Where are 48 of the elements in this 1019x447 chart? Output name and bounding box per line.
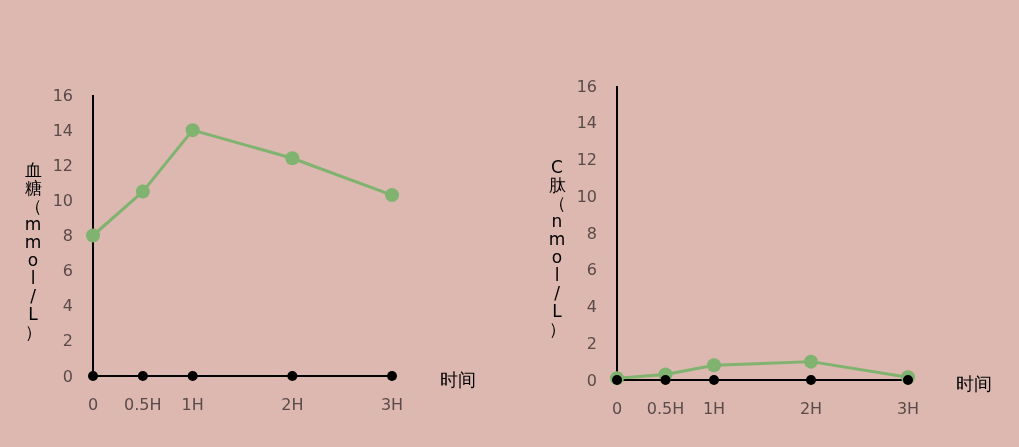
y-tick-label: 8 — [586, 223, 597, 243]
point — [285, 151, 300, 166]
x-axis-title: 时间 — [956, 373, 992, 394]
point — [187, 371, 198, 381]
x-tick-label: 0 — [87, 395, 99, 414]
y-tick-label: 2 — [62, 331, 73, 351]
text: C肽（nmol/L） — [548, 157, 566, 339]
y-tick-label: 4 — [62, 296, 73, 316]
x-tick-label: 0.5H — [646, 399, 685, 418]
text: 血糖（mmol/L） — [24, 159, 42, 342]
point — [804, 354, 818, 369]
y-tick-label: 12 — [576, 150, 597, 169]
point — [88, 371, 98, 381]
y-tick-label: 8 — [62, 226, 73, 245]
x-tick-label: 2H — [281, 395, 304, 414]
y-tick-label: 14 — [52, 120, 73, 140]
x-tick-label: 1H — [702, 399, 726, 418]
point — [185, 123, 200, 138]
point — [707, 358, 721, 373]
point — [135, 184, 150, 199]
point — [903, 375, 913, 385]
x-tick-label: 3H — [380, 395, 404, 414]
y-tick-label: 2 — [586, 333, 597, 353]
point — [660, 375, 671, 385]
y-tick-label: 10 — [576, 186, 597, 206]
x-tick-label: 1H — [181, 395, 204, 414]
point — [137, 371, 148, 381]
point — [86, 228, 100, 243]
x-axis-title: 时间 — [440, 369, 476, 390]
point — [385, 188, 399, 203]
y-tick-label: 16 — [576, 76, 597, 96]
x-tick-label: 0 — [611, 399, 623, 418]
point — [387, 371, 397, 381]
point — [806, 375, 816, 385]
y-tick-label: 16 — [52, 85, 73, 105]
y-tick-label: 6 — [62, 261, 73, 281]
x-tick-label: 0.5H — [124, 395, 162, 414]
y-tick-label: 0 — [62, 366, 73, 386]
y-tick-label: 0 — [586, 370, 597, 390]
y-tick-label: 12 — [52, 155, 73, 175]
y-tick-label: 14 — [576, 113, 597, 133]
x-tick-label: 2H — [799, 399, 823, 418]
y-tick-label: 4 — [586, 297, 597, 316]
point — [287, 371, 298, 381]
y-tick-label: 10 — [52, 190, 73, 210]
point — [709, 375, 719, 385]
x-tick-label: 3H — [896, 399, 920, 418]
y-tick-label: 6 — [586, 260, 597, 280]
